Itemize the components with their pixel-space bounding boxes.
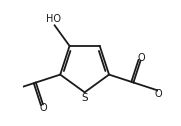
- Text: O: O: [155, 89, 162, 99]
- Text: HO: HO: [46, 14, 61, 24]
- Text: O: O: [39, 103, 47, 113]
- Text: O: O: [138, 53, 145, 63]
- Text: S: S: [81, 93, 88, 103]
